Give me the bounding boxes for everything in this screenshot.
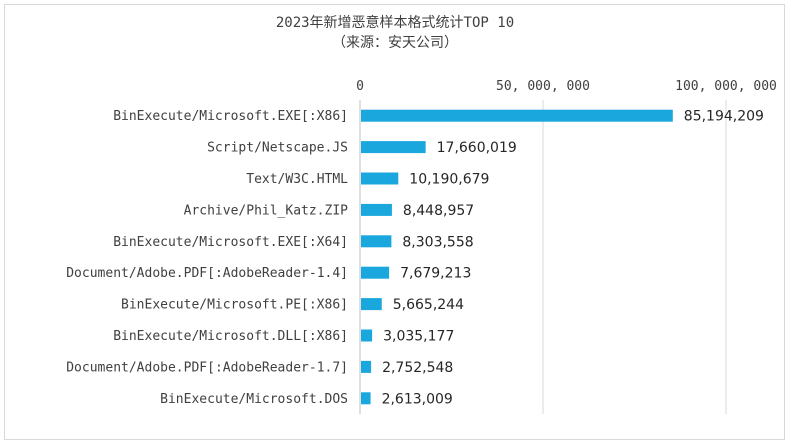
category-label: Document/Adobe.PDF[:AdobeReader-1.4] bbox=[66, 266, 348, 281]
bar bbox=[361, 266, 390, 279]
category-label: Document/Adobe.PDF[:AdobeReader-1.7] bbox=[66, 360, 348, 375]
x-tick-label: 0 bbox=[356, 79, 364, 94]
data-label: 85,194,209 bbox=[684, 109, 764, 125]
data-label: 17,660,019 bbox=[437, 140, 517, 156]
category-label: Archive/Phil_Katz.ZIP bbox=[184, 203, 349, 218]
data-label: 7,679,213 bbox=[400, 266, 471, 282]
category-label: Text/W3C.HTML bbox=[246, 172, 348, 187]
category-label: BinExecute/Microsoft.PE[:X86] bbox=[121, 298, 348, 313]
category-label: BinExecute/Microsoft.DOS bbox=[160, 392, 348, 407]
bar bbox=[361, 298, 382, 311]
chart-frame bbox=[4, 4, 785, 440]
x-tick-label: 50, 000, 000 bbox=[496, 79, 590, 94]
category-label: BinExecute/Microsoft.DLL[:X86] bbox=[113, 329, 348, 344]
category-label: Script/Netscape.JS bbox=[207, 141, 348, 156]
bar bbox=[361, 203, 392, 216]
chart-subtitle: （来源：安天公司） bbox=[332, 35, 458, 51]
data-label: 2,613,009 bbox=[382, 391, 453, 407]
category-label: BinExecute/Microsoft.EXE[:X86] bbox=[113, 109, 348, 124]
data-label: 10,190,679 bbox=[409, 172, 489, 188]
bar bbox=[361, 392, 371, 405]
data-label: 2,752,548 bbox=[382, 360, 453, 376]
bar bbox=[361, 141, 426, 154]
chart-title: 2023年新增恶意样本格式统计TOP 10 bbox=[275, 15, 515, 31]
data-label: 8,448,957 bbox=[403, 203, 474, 219]
bar bbox=[361, 172, 399, 185]
data-label: 5,665,244 bbox=[393, 297, 464, 313]
x-tick-label: 100, 000, 000 bbox=[675, 79, 777, 94]
data-label: 3,035,177 bbox=[383, 329, 454, 345]
category-label: BinExecute/Microsoft.EXE[:X64] bbox=[113, 235, 348, 250]
data-label: 8,303,558 bbox=[402, 234, 473, 250]
bar bbox=[361, 329, 373, 342]
bar bbox=[361, 360, 372, 373]
bar bbox=[361, 235, 392, 248]
bar bbox=[361, 109, 673, 122]
